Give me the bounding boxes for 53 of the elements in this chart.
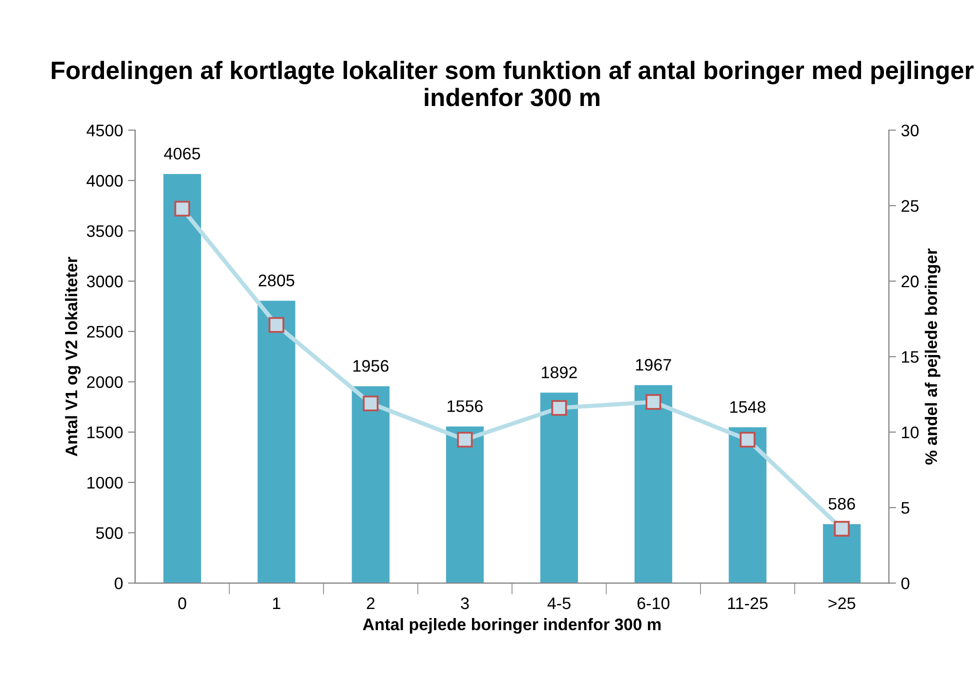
y2-tick-label: 15 [902,351,919,363]
bar [258,300,296,584]
y-tick-label: 4000 [86,174,123,187]
data-label: 2805 [258,274,294,286]
y2-axis-title: % andel af pejlede boringer [924,248,940,465]
y2-tick-label: 25 [902,200,919,212]
y-tick-label: 4500 [86,124,123,136]
y-tick-label: 1500 [87,426,123,438]
point [362,396,379,412]
y2-tick-label: 10 [902,426,919,438]
x-tick-label: 3 [460,597,469,610]
bar [163,174,202,584]
data-label: 1556 [448,400,483,412]
data-label: 1956 [353,360,388,372]
y-tick-label: 1000 [87,476,123,489]
bar [634,385,672,584]
bar [352,386,390,584]
y-tick-label: 3000 [86,276,123,288]
point [740,432,756,448]
data-label: 1892 [542,366,577,378]
bar [446,426,484,584]
data-label: 1548 [730,401,766,413]
data-label: 1967 [636,358,672,371]
bar [540,392,578,584]
y2-tick-label: 0 [901,577,910,590]
x-tick-label: >25 [828,597,856,610]
y2-tick-label: 30 [901,124,919,136]
point [268,317,284,333]
point [457,432,473,448]
y-tick-label: 500 [96,527,123,539]
data-label: 4065 [164,148,200,160]
point [174,200,190,217]
point [646,394,662,410]
data-label: 586 [828,498,855,510]
x-tick-label: 2 [366,597,374,610]
point [551,400,567,416]
x-axis-title: Antal pejlede boringer indenfor 300 m [362,618,661,634]
point [834,520,850,537]
y-tick-label: 0 [114,577,123,590]
x-tick-label: 4-5 [547,598,570,610]
y-tick-label: 3500 [86,225,123,238]
y2-tick-label: 20 [902,276,919,288]
bar [822,524,861,584]
x-tick-label: 0 [178,597,186,610]
x-tick-label: 6-10 [638,597,670,610]
y2-tick-label: 5 [901,502,910,514]
bar [728,427,766,584]
y-tick-label: 2500 [87,326,123,338]
y-axis-title: Antal V1 og V2 lokaliteter [65,256,81,456]
y-tick-label: 2000 [87,376,123,388]
chart-title: Fordelingen af kortlagte lokaliter som funktion af antal boringer med pejlinger indenfor 300 m [52,60,974,106]
x-tick-label: 11-25 [728,597,768,610]
x-tick-label: 1 [273,598,280,610]
